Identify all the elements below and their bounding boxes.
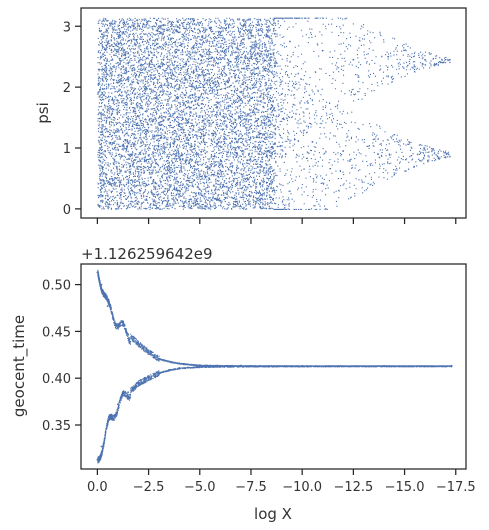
x-tick-label: −12.5: [333, 480, 373, 495]
geocent-time-data-point: [116, 323, 119, 325]
psi-data-point: [284, 153, 287, 155]
psi-data-point: [116, 61, 119, 64]
geocent-time-data-point: [137, 342, 140, 345]
geocent-time-data-point: [157, 371, 160, 374]
geocent-time-samples: [97, 269, 453, 464]
y-tick-label: 0.40: [42, 372, 71, 387]
geocent-time-data-point: [301, 365, 304, 367]
geocent-time-data-point: [96, 271, 99, 274]
geocent-time-data-point: [178, 367, 181, 369]
y-tick-label: 0.45: [42, 325, 71, 340]
geocent-time-data-point: [127, 391, 130, 394]
y-tick-label: 0.35: [42, 419, 71, 434]
psi-data-point: [288, 40, 291, 43]
geocent-time-data-point: [147, 351, 150, 353]
psi-data-point: [264, 43, 267, 46]
psi-data-point: [108, 116, 111, 119]
geocent-time-x-ticks: 0.0 −2.5 −5.0 −7.5 −10.0 −12.5 −15.0 −17.5: [87, 469, 476, 495]
geocent-time-data-point: [168, 360, 170, 363]
y-tick-label: 1: [63, 142, 71, 157]
x-tick-label: −10.0: [282, 480, 322, 495]
geocent-time-data-point: [157, 357, 160, 360]
psi-axes-frame: [80, 7, 467, 219]
geocent-time-data-point: [239, 365, 242, 367]
geocent-time-data-point: [450, 364, 453, 367]
psi-y-ticks: 0 1 2 3: [63, 20, 81, 218]
psi-scatter-points: [97, 17, 451, 210]
x-tick-label: −15.0: [385, 480, 425, 495]
geocent-time-data-point: [137, 381, 140, 384]
psi-data-point: [98, 204, 101, 207]
psi-data-point: [159, 31, 162, 34]
geocent-time-axes-frame: [80, 263, 467, 470]
psi-panel: 0 1 2 3 psi: [34, 7, 467, 224]
x-tick-label: −5.0: [184, 480, 216, 495]
psi-data-point: [311, 141, 314, 143]
geocent-time-data-point: [198, 364, 201, 366]
psi-samples: [97, 17, 451, 210]
y-offset-text: +1.126259642e9: [81, 245, 213, 263]
x-tick-label: −7.5: [235, 480, 267, 495]
psi-x-ticks: [96, 218, 457, 224]
x-tick-label: 0.0: [87, 480, 108, 495]
x-tick-label: −17.5: [436, 480, 476, 495]
geocent-time-data-point: [168, 368, 170, 371]
x-tick-label: −2.5: [133, 480, 165, 495]
y-tick-label: 2: [63, 81, 71, 96]
geocent-time-data-point: [383, 364, 385, 367]
psi-data-point: [143, 92, 146, 95]
psi-data-point: [225, 74, 228, 76]
psi-data-point: [178, 189, 181, 192]
y-tick-label: 0.50: [42, 279, 71, 294]
psi-data-point: [424, 58, 426, 61]
psi-data-point: [377, 153, 379, 155]
geocent-time-y-ticks: 0.35 0.40 0.45 0.50: [42, 279, 81, 434]
geocent-time-data-point: [106, 424, 109, 426]
psi-data-point: [321, 49, 324, 52]
psi-data-point: [102, 19, 105, 22]
geocent-time-data-point: [96, 458, 99, 461]
geocent-time-data-point: [147, 376, 150, 379]
geocent-time-data-point: [127, 333, 130, 336]
geocent-time-data-point: [106, 305, 109, 308]
psi-y-axis-label: psi: [34, 102, 52, 124]
y-tick-label: 3: [63, 20, 71, 35]
psi-data-point: [248, 153, 250, 155]
geocent-time-data-point: [100, 445, 103, 448]
geocent-time-data-point: [100, 283, 103, 286]
geocent-time-data-point: [178, 362, 181, 365]
geocent-time-panel: +1.126259642e9 0.0 −2.5 −5.0 −7.5 −10.0 −12.5…: [10, 245, 476, 523]
geocent-time-data-point: [116, 403, 119, 406]
y-tick-label: 0: [63, 203, 71, 218]
geocent-time-scatter-points: [96, 269, 453, 464]
geocent-time-data-point: [198, 365, 201, 368]
psi-data-point: [352, 58, 355, 61]
psi-data-point: [448, 58, 451, 61]
psi-data-point: [342, 150, 345, 152]
x-axis-label: log X: [254, 505, 292, 523]
psi-data-point: [387, 55, 390, 58]
psi-data-point: [129, 165, 132, 168]
geocent-time-y-axis-label: geocent_time: [10, 315, 29, 417]
psi-data-point: [202, 134, 205, 137]
